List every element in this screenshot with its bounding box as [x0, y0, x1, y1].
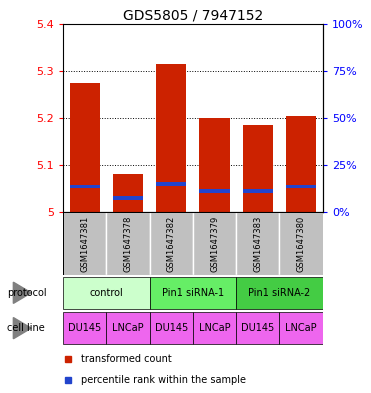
Bar	[236, 277, 323, 309]
Bar	[236, 212, 279, 275]
Text: LNCaP: LNCaP	[199, 323, 230, 333]
Bar	[200, 118, 230, 212]
Text: DU145: DU145	[155, 323, 188, 333]
Bar	[106, 312, 150, 344]
Text: GSM1647380: GSM1647380	[297, 215, 306, 272]
Bar	[150, 312, 193, 344]
Bar	[70, 83, 100, 212]
Bar	[279, 312, 323, 344]
Bar	[286, 116, 316, 212]
Bar	[279, 212, 323, 275]
Bar	[286, 185, 316, 188]
Polygon shape	[13, 282, 31, 303]
Text: DU145: DU145	[68, 323, 101, 333]
Bar	[106, 212, 150, 275]
Title: GDS5805 / 7947152: GDS5805 / 7947152	[123, 8, 263, 22]
Bar	[236, 312, 279, 344]
Bar	[150, 277, 236, 309]
Text: protocol: protocol	[7, 288, 47, 298]
Polygon shape	[13, 318, 31, 339]
Bar	[63, 212, 106, 275]
Text: GSM1647378: GSM1647378	[124, 215, 132, 272]
Bar	[193, 212, 236, 275]
Text: percentile rank within the sample: percentile rank within the sample	[81, 375, 246, 385]
Bar	[200, 189, 230, 193]
Text: transformed count: transformed count	[81, 354, 172, 364]
Text: cell line: cell line	[7, 323, 45, 333]
Bar	[243, 125, 273, 212]
Bar	[63, 277, 150, 309]
Bar	[150, 212, 193, 275]
Text: Pin1 siRNA-2: Pin1 siRNA-2	[248, 288, 311, 298]
Text: GSM1647381: GSM1647381	[80, 215, 89, 272]
Text: control: control	[89, 288, 123, 298]
Text: Pin1 siRNA-1: Pin1 siRNA-1	[162, 288, 224, 298]
Text: LNCaP: LNCaP	[112, 323, 144, 333]
Text: LNCaP: LNCaP	[285, 323, 317, 333]
Bar	[243, 189, 273, 193]
Text: GSM1647382: GSM1647382	[167, 215, 176, 272]
Bar	[113, 174, 143, 212]
Bar	[156, 182, 187, 185]
Bar	[63, 312, 106, 344]
Bar	[156, 64, 187, 212]
Text: DU145: DU145	[241, 323, 275, 333]
Bar	[70, 185, 100, 188]
Bar	[113, 196, 143, 200]
Text: GSM1647383: GSM1647383	[253, 215, 262, 272]
Text: GSM1647379: GSM1647379	[210, 215, 219, 272]
Bar	[193, 312, 236, 344]
